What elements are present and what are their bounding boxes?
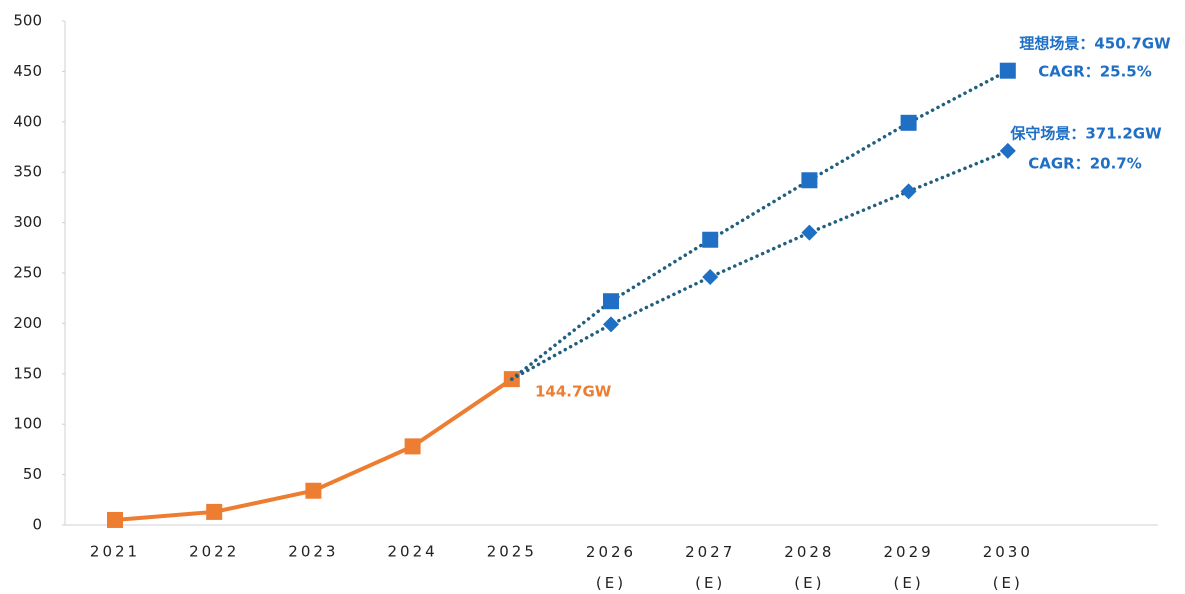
point-marker <box>702 269 719 286</box>
y-tick-label: 350 <box>13 163 42 181</box>
point-marker <box>999 142 1016 159</box>
y-tick-label: 100 <box>13 415 42 433</box>
point-marker <box>801 172 818 189</box>
series-line <box>510 149 1010 381</box>
point-marker <box>404 438 421 455</box>
x-tick-label: 2028 (E) <box>784 543 834 592</box>
x-tick-label: 2021 <box>90 543 140 561</box>
annotation: CAGR：25.5% <box>1038 63 1152 81</box>
point-marker <box>900 114 917 131</box>
x-tick-label: 2030 (E) <box>983 543 1033 592</box>
annotation: 保守场景：371.2GW <box>1009 125 1162 143</box>
point-marker <box>603 316 619 333</box>
point-marker <box>206 503 223 520</box>
y-tick-label: 300 <box>13 213 42 231</box>
point-marker <box>801 224 818 241</box>
series-line <box>510 68 1010 381</box>
point-marker <box>603 293 619 310</box>
x-tick-label: 2026 (E) <box>586 543 636 592</box>
y-tick-label: 0 <box>32 516 42 534</box>
x-tick-label: 2024 <box>388 543 438 561</box>
x-tick-label: 2029 (E) <box>884 543 934 592</box>
x-tick-label: 2025 <box>487 543 537 561</box>
x-tick-label: 2027 (E) <box>685 543 735 592</box>
point-marker <box>702 231 719 248</box>
point-marker <box>305 482 322 499</box>
y-tick-label: 150 <box>13 364 42 382</box>
annotation: CAGR：20.7% <box>1028 155 1142 173</box>
point-marker <box>999 62 1016 79</box>
y-tick-label: 250 <box>13 264 42 282</box>
y-tick-label: 50 <box>23 465 42 483</box>
y-tick-label: 500 <box>13 12 42 30</box>
annotation: 144.7GW <box>535 383 612 401</box>
y-tick-label: 200 <box>13 314 42 332</box>
point-marker <box>107 511 123 528</box>
point-marker <box>900 183 917 200</box>
y-tick-label: 400 <box>13 112 42 130</box>
x-tick-label: 2022 <box>189 543 239 561</box>
y-tick-label: 450 <box>13 62 42 80</box>
x-tick-label: 2023 <box>288 543 338 561</box>
annotation: 理想场景：450.7GW <box>1019 35 1171 53</box>
series-line <box>114 377 513 522</box>
